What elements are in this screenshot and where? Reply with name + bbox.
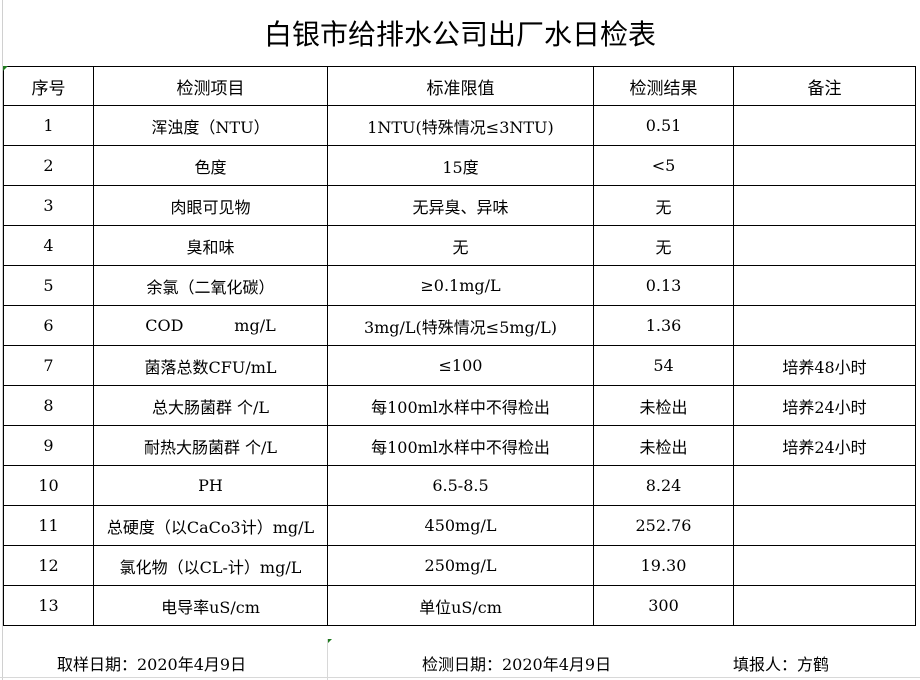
cell-comment-marker <box>3 66 8 71</box>
cell-remark[interactable] <box>733 305 916 346</box>
cell-item[interactable]: 浑浊度（NTU） <box>93 105 328 146</box>
column-header[interactable]: 备注 <box>733 66 916 106</box>
cell-index[interactable]: 1 <box>3 105 94 146</box>
cell-result[interactable]: <5 <box>593 145 734 186</box>
cell-remark[interactable] <box>733 225 916 266</box>
table-row: 13 电导率uS/cm 单位uS/cm 300 <box>3 585 916 626</box>
sheet-title: 白银市给排水公司出厂水日检表 <box>263 18 656 51</box>
cell-result[interactable]: 未检出 <box>593 425 734 466</box>
cell-index[interactable]: 7 <box>3 345 94 386</box>
cell-standard[interactable]: 每100ml水样中不得检出 <box>327 425 594 466</box>
cell-item[interactable]: PH <box>93 465 328 506</box>
cell-standard[interactable]: 每100ml水样中不得检出 <box>327 385 594 426</box>
cell-result[interactable]: 无 <box>593 225 734 266</box>
cell-index[interactable]: 8 <box>3 385 94 426</box>
table-row: 9 耐热大肠菌群 个/L 每100ml水样中不得检出 未检出 培养24小时 <box>3 425 916 466</box>
cell-index[interactable]: 3 <box>3 185 94 226</box>
table-row: 6 COD mg/L 3mg/L(特殊情况≤5mg/L) 1.36 <box>3 305 916 346</box>
cell-item[interactable]: 臭和味 <box>93 225 328 266</box>
table-row: 4 臭和味无无 <box>3 225 916 266</box>
cell-result[interactable]: 0.51 <box>593 105 734 146</box>
cell-result[interactable]: 54 <box>593 345 734 386</box>
table-row: 5 余氯（二氧化碳） ≥0.1mg/L 0.13 <box>3 265 916 306</box>
cell-item[interactable]: 总硬度（以CaCo3计）mg/L <box>93 505 328 546</box>
cell-remark[interactable] <box>733 545 916 586</box>
cell-standard[interactable]: 450mg/L <box>327 505 594 546</box>
sampling-date: 取样日期：2020年4月9日 <box>57 655 247 674</box>
cell-standard[interactable]: 1NTU(特殊情况≤3NTU) <box>327 105 594 146</box>
cell-remark[interactable] <box>733 465 916 506</box>
cell-result[interactable]: 0.13 <box>593 265 734 306</box>
cell-remark[interactable]: 培养24小时 <box>733 385 916 426</box>
cell-result[interactable]: 300 <box>593 585 734 626</box>
cell-item[interactable]: 耐热大肠菌群 个/L <box>93 425 328 466</box>
cell-remark[interactable] <box>733 265 916 306</box>
cell-gridline <box>0 677 920 678</box>
column-header[interactable]: 序号 <box>3 66 94 106</box>
cell-result[interactable]: 1.36 <box>593 305 734 346</box>
table-row: 1 浑浊度（NTU） 1NTU(特殊情况≤3NTU) 0.51 <box>3 105 916 146</box>
cell-index[interactable]: 9 <box>3 425 94 466</box>
cell-remark[interactable] <box>733 585 916 626</box>
cell-remark[interactable]: 培养24小时 <box>733 425 916 466</box>
cell-item[interactable]: 总大肠菌群 个/L <box>93 385 328 426</box>
reporter: 填报人：方鹤 <box>733 655 830 674</box>
cell-standard[interactable]: 15度 <box>327 145 594 186</box>
cell-result[interactable]: 无 <box>593 185 734 226</box>
table-row: 11 总硬度（以CaCo3计）mg/L 450mg/L 252.76 <box>3 505 916 546</box>
cell-standard[interactable]: 无异臭、异味 <box>327 185 594 226</box>
table-row: 3 肉眼可见物 无异臭、异味无 <box>3 185 916 226</box>
column-header[interactable]: 检测结果 <box>593 66 734 106</box>
cell-item[interactable]: 电导率uS/cm <box>93 585 328 626</box>
cell-item[interactable]: COD mg/L <box>93 305 328 346</box>
cell-item[interactable]: 余氯（二氧化碳） <box>93 265 328 306</box>
cell-result[interactable]: 19.30 <box>593 545 734 586</box>
testing-date: 检测日期：2020年4月9日 <box>422 655 612 674</box>
cell-item[interactable]: 色度 <box>93 145 328 186</box>
cell-index[interactable]: 13 <box>3 585 94 626</box>
table-row: 7 菌落总数CFU/mL ≤100 54 培养48小时 <box>3 345 916 386</box>
table-row: 2 色度 15度 <5 <box>3 145 916 186</box>
cell-remark[interactable] <box>733 145 916 186</box>
footer: 取样日期：2020年4月9日 检测日期：2020年4月9日 填报人：方鹤 <box>0 639 920 680</box>
cell-item[interactable]: 肉眼可见物 <box>93 185 328 226</box>
sheet-gridline <box>2 0 3 680</box>
cell-gridline <box>327 639 328 680</box>
column-header[interactable]: 检测项目 <box>93 66 328 106</box>
inspection-table: 序号 检测项目 标准限值 检测结果 备注 1 浑浊度（NTU） 1NTU(特殊情况≤3NTU)… <box>3 66 916 626</box>
cell-result[interactable]: 252.76 <box>593 505 734 546</box>
cell-index[interactable]: 11 <box>3 505 94 546</box>
cell-remark[interactable] <box>733 185 916 226</box>
cell-standard[interactable]: 无 <box>327 225 594 266</box>
cell-standard[interactable]: ≤100 <box>327 345 594 386</box>
cell-remark[interactable] <box>733 105 916 146</box>
cell-index[interactable]: 6 <box>3 305 94 346</box>
cell-comment-marker <box>327 639 332 644</box>
cell-result[interactable]: 8.24 <box>593 465 734 506</box>
cell-standard[interactable]: 6.5-8.5 <box>327 465 594 506</box>
cell-standard[interactable]: ≥0.1mg/L <box>327 265 594 306</box>
header-row: 序号 检测项目 标准限值 检测结果 备注 <box>3 66 916 106</box>
cell-index[interactable]: 12 <box>3 545 94 586</box>
cell-index[interactable]: 4 <box>3 225 94 266</box>
table-row: 8 总大肠菌群 个/L 每100ml水样中不得检出 未检出 培养24小时 <box>3 385 916 426</box>
cell-item[interactable]: 菌落总数CFU/mL <box>93 345 328 386</box>
cell-remark[interactable]: 培养48小时 <box>733 345 916 386</box>
cell-remark[interactable] <box>733 505 916 546</box>
cell-standard[interactable]: 250mg/L <box>327 545 594 586</box>
cell-item[interactable]: 氯化物（以CL-计）mg/L <box>93 545 328 586</box>
cell-index[interactable]: 10 <box>3 465 94 506</box>
cell-index[interactable]: 2 <box>3 145 94 186</box>
column-header[interactable]: 标准限值 <box>327 66 594 106</box>
cell-standard[interactable]: 单位uS/cm <box>327 585 594 626</box>
table-row: 12 氯化物（以CL-计）mg/L 250mg/L 19.30 <box>3 545 916 586</box>
cell-standard[interactable]: 3mg/L(特殊情况≤5mg/L) <box>327 305 594 346</box>
cell-index[interactable]: 5 <box>3 265 94 306</box>
table-row: 10 PH 6.5-8.5 8.24 <box>3 465 916 506</box>
cell-result[interactable]: 未检出 <box>593 385 734 426</box>
